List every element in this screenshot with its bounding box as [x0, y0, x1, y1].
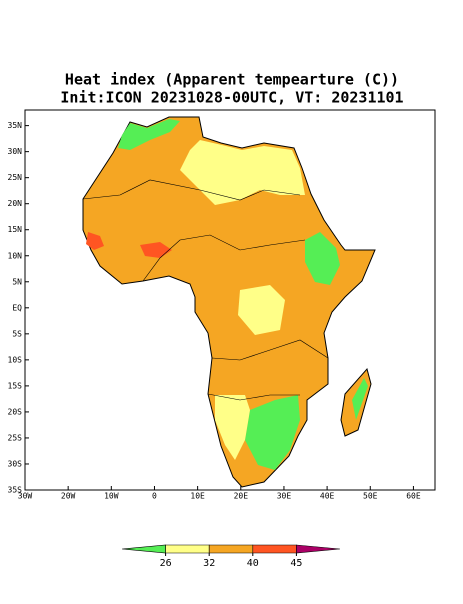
y-tick-label: 30N: [8, 147, 23, 156]
y-tick-label: 25S: [8, 433, 23, 442]
colorbar-label: 32: [203, 558, 215, 569]
south-green: [245, 395, 300, 470]
colorbar-label: 45: [290, 558, 302, 569]
x-tick-label: 40E: [320, 492, 335, 501]
colorbar-segment: [208, 544, 254, 554]
colorbar-segment: [165, 544, 210, 554]
x-tick-label: 20W: [61, 492, 76, 501]
title: Heat index (Apparent tempearture (C)): [65, 71, 399, 89]
borders: [211, 339, 329, 361]
sahara-mild: [180, 140, 305, 205]
north-green: [118, 119, 180, 150]
y-tick-label: 35S: [8, 486, 23, 495]
colorbar-segment: [296, 544, 341, 554]
congo-mild: [238, 285, 285, 335]
horn-green: [305, 232, 340, 285]
y-tick-label: 35N: [8, 121, 23, 130]
x-tick-label: 50E: [363, 492, 378, 501]
subtitle: Init:ICON 20231028-00UTC, VT: 20231101: [60, 89, 403, 107]
axis-ticks: 30W 20W 10W 0 10E 20E 30E 40E 50E 60E 35N 30N 25N 20N…: [8, 121, 421, 500]
y-tick-label: 10N: [8, 251, 23, 260]
south-mild: [215, 395, 250, 460]
x-tick-label: 10W: [104, 492, 119, 501]
borders: [207, 393, 300, 401]
colorbar-label: 26: [160, 558, 172, 569]
x-tick-label: 30E: [277, 492, 292, 501]
x-tick-label: 0: [152, 492, 157, 501]
colorbar-label: 40: [247, 558, 259, 569]
continent: [82, 116, 376, 488]
borders: [82, 179, 301, 201]
x-tick-label: 60E: [406, 492, 421, 501]
africa: [82, 116, 376, 488]
y-tick-label: 5S: [12, 329, 22, 338]
y-tick-label: 30S: [8, 459, 23, 468]
colorbar: 26 32 40 45: [121, 544, 341, 569]
x-tick-label: 10E: [190, 492, 205, 501]
borders: [142, 234, 306, 282]
colorbar-segment: [252, 544, 297, 554]
y-tick-label: 20S: [8, 407, 23, 416]
y-tick-label: EQ: [12, 303, 22, 312]
west-hot: [86, 232, 104, 250]
y-tick-label: 25N: [8, 173, 23, 182]
y-tick-label: 10S: [8, 355, 23, 364]
colorbar-segment: [121, 544, 166, 554]
y-tick-label: 5N: [12, 277, 22, 286]
x-tick-label: 20E: [234, 492, 249, 501]
y-tick-label: 20N: [8, 199, 23, 208]
y-tick-label: 15S: [8, 381, 23, 390]
x-tick-label: 30W: [18, 492, 33, 501]
y-tick-label: 15N: [8, 225, 23, 234]
madagascar-green: [352, 378, 368, 420]
